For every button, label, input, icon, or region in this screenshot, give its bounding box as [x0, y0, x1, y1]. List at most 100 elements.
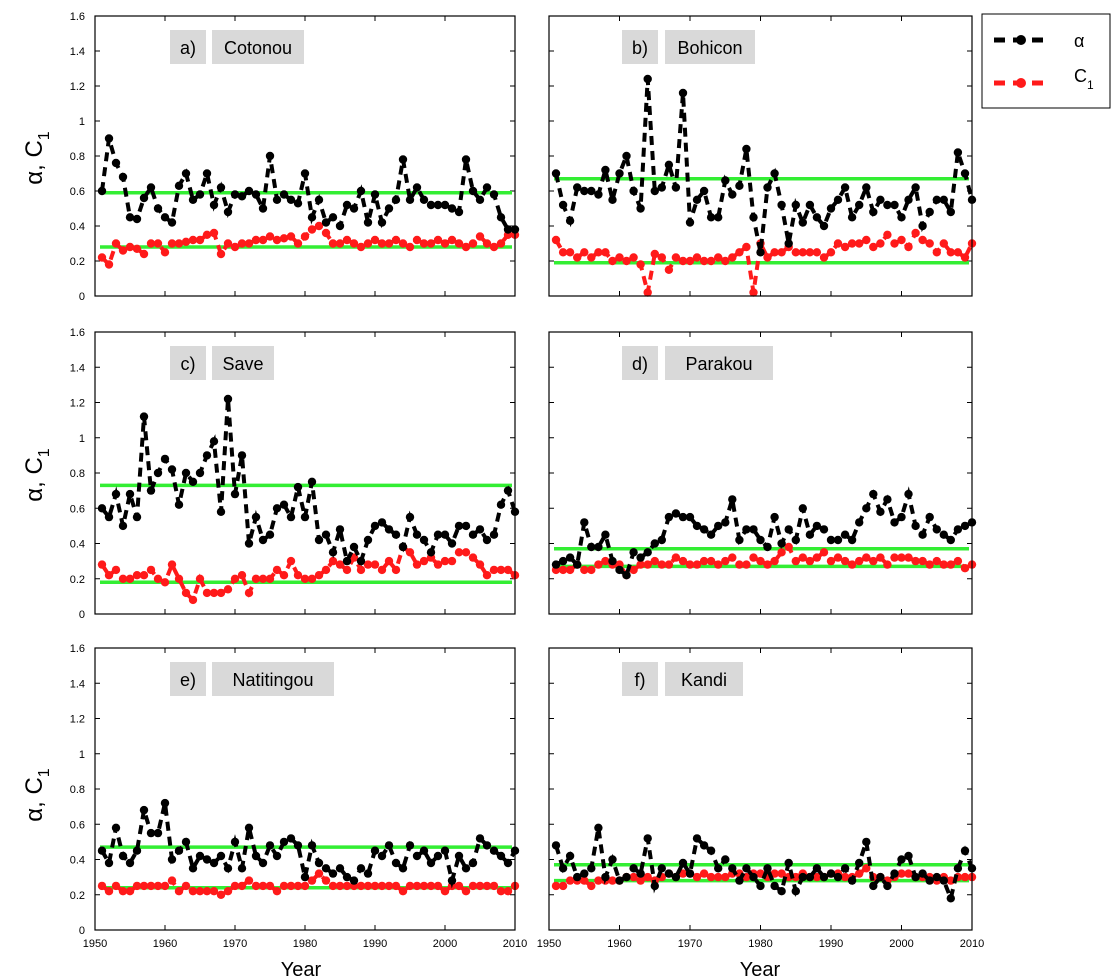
data-point-alpha	[833, 195, 843, 204]
data-point-alpha	[587, 542, 596, 552]
data-point-alpha	[855, 200, 864, 210]
data-point-c1	[890, 553, 899, 562]
data-point-c1	[335, 560, 345, 569]
data-point-c1	[749, 553, 758, 562]
data-point-alpha	[960, 846, 970, 855]
data-point-alpha	[174, 846, 184, 855]
data-point-alpha	[890, 869, 899, 878]
data-point-c1	[587, 253, 596, 262]
x-tick-label: 1950	[537, 938, 561, 950]
legend-c1-sub: 1	[1087, 78, 1094, 92]
data-point-c1	[356, 881, 366, 891]
data-point-alpha	[181, 837, 191, 847]
panel-letter: f)	[635, 670, 646, 690]
data-point-c1	[918, 556, 927, 566]
data-point-alpha	[426, 200, 436, 210]
y-axis-label-row-3: α, C1	[21, 768, 53, 822]
data-point-alpha	[251, 851, 261, 861]
data-point-c1	[883, 230, 892, 239]
data-point-c1	[897, 553, 906, 562]
panel-bohicon: b) Bohicon	[548, 15, 977, 297]
data-point-alpha	[601, 165, 610, 175]
data-point-alpha	[335, 864, 345, 873]
data-point-alpha	[826, 869, 836, 878]
data-point-alpha	[897, 213, 906, 222]
data-point-alpha	[601, 872, 610, 882]
data-point-c1	[188, 887, 198, 896]
data-point-alpha	[419, 846, 429, 855]
data-point-c1	[904, 553, 913, 562]
data-point-alpha	[573, 183, 582, 192]
data-point-c1	[643, 872, 652, 882]
data-point-alpha	[918, 221, 927, 231]
data-point-c1	[918, 235, 927, 245]
data-point-c1	[181, 237, 191, 246]
data-point-alpha	[223, 207, 233, 217]
data-point-c1	[678, 556, 688, 566]
data-point-c1	[594, 560, 603, 569]
panel-title-box	[665, 346, 773, 380]
data-point-alpha	[468, 186, 478, 196]
data-point-alpha	[139, 193, 149, 203]
data-point-alpha	[565, 216, 575, 225]
x-tick-label: 2010	[503, 938, 527, 950]
data-point-c1	[629, 565, 638, 575]
data-point-alpha	[139, 805, 149, 815]
data-point-c1	[398, 887, 408, 896]
data-point-c1	[223, 239, 233, 248]
data-point-alpha	[685, 218, 695, 227]
data-point-alpha	[692, 195, 702, 204]
data-point-c1	[405, 548, 415, 557]
data-point-c1	[503, 565, 513, 575]
legend-entry-alpha: α	[994, 31, 1084, 51]
data-point-alpha	[104, 512, 114, 522]
data-point-c1	[650, 249, 659, 259]
data-point-c1	[551, 235, 561, 245]
data-point-alpha	[342, 556, 352, 566]
data-point-c1	[188, 595, 198, 605]
data-point-alpha	[398, 864, 408, 873]
data-point-alpha	[370, 190, 380, 199]
data-point-c1	[601, 248, 610, 257]
y-tick-label: 1.4	[70, 678, 85, 690]
data-point-c1	[300, 881, 310, 891]
data-point-alpha	[209, 200, 219, 210]
data-point-alpha	[911, 183, 920, 192]
data-point-alpha	[594, 190, 603, 199]
data-point-c1	[840, 556, 850, 566]
data-point-c1	[356, 242, 366, 252]
data-point-c1	[265, 574, 275, 583]
data-point-alpha	[939, 195, 948, 204]
data-point-alpha	[377, 518, 387, 527]
data-point-c1	[777, 248, 786, 257]
data-point-c1	[160, 881, 170, 891]
data-point-c1	[433, 560, 443, 569]
data-point-alpha	[482, 535, 492, 545]
data-point-alpha	[419, 535, 429, 545]
data-point-alpha	[777, 887, 786, 896]
data-point-alpha	[636, 204, 645, 213]
data-point-c1	[475, 232, 485, 241]
data-point-c1	[342, 565, 352, 575]
data-point-alpha	[454, 207, 464, 217]
data-point-c1	[384, 556, 394, 566]
data-point-c1	[587, 565, 596, 575]
data-point-c1	[791, 556, 800, 566]
data-point-alpha	[314, 195, 324, 204]
data-point-alpha	[174, 181, 184, 190]
data-point-c1	[405, 881, 415, 891]
data-point-alpha	[216, 183, 226, 192]
data-point-c1	[862, 553, 871, 562]
data-point-alpha	[657, 864, 666, 873]
data-point-alpha	[685, 869, 695, 878]
data-point-alpha	[153, 828, 163, 838]
x-axis-label-left: Year	[281, 959, 322, 980]
data-point-c1	[111, 239, 121, 248]
data-point-alpha	[558, 864, 568, 873]
data-point-alpha	[468, 858, 478, 868]
data-point-alpha	[489, 846, 499, 855]
data-point-alpha	[840, 530, 850, 539]
data-point-alpha	[862, 837, 871, 847]
data-point-c1	[279, 234, 289, 243]
data-point-alpha	[153, 468, 163, 478]
